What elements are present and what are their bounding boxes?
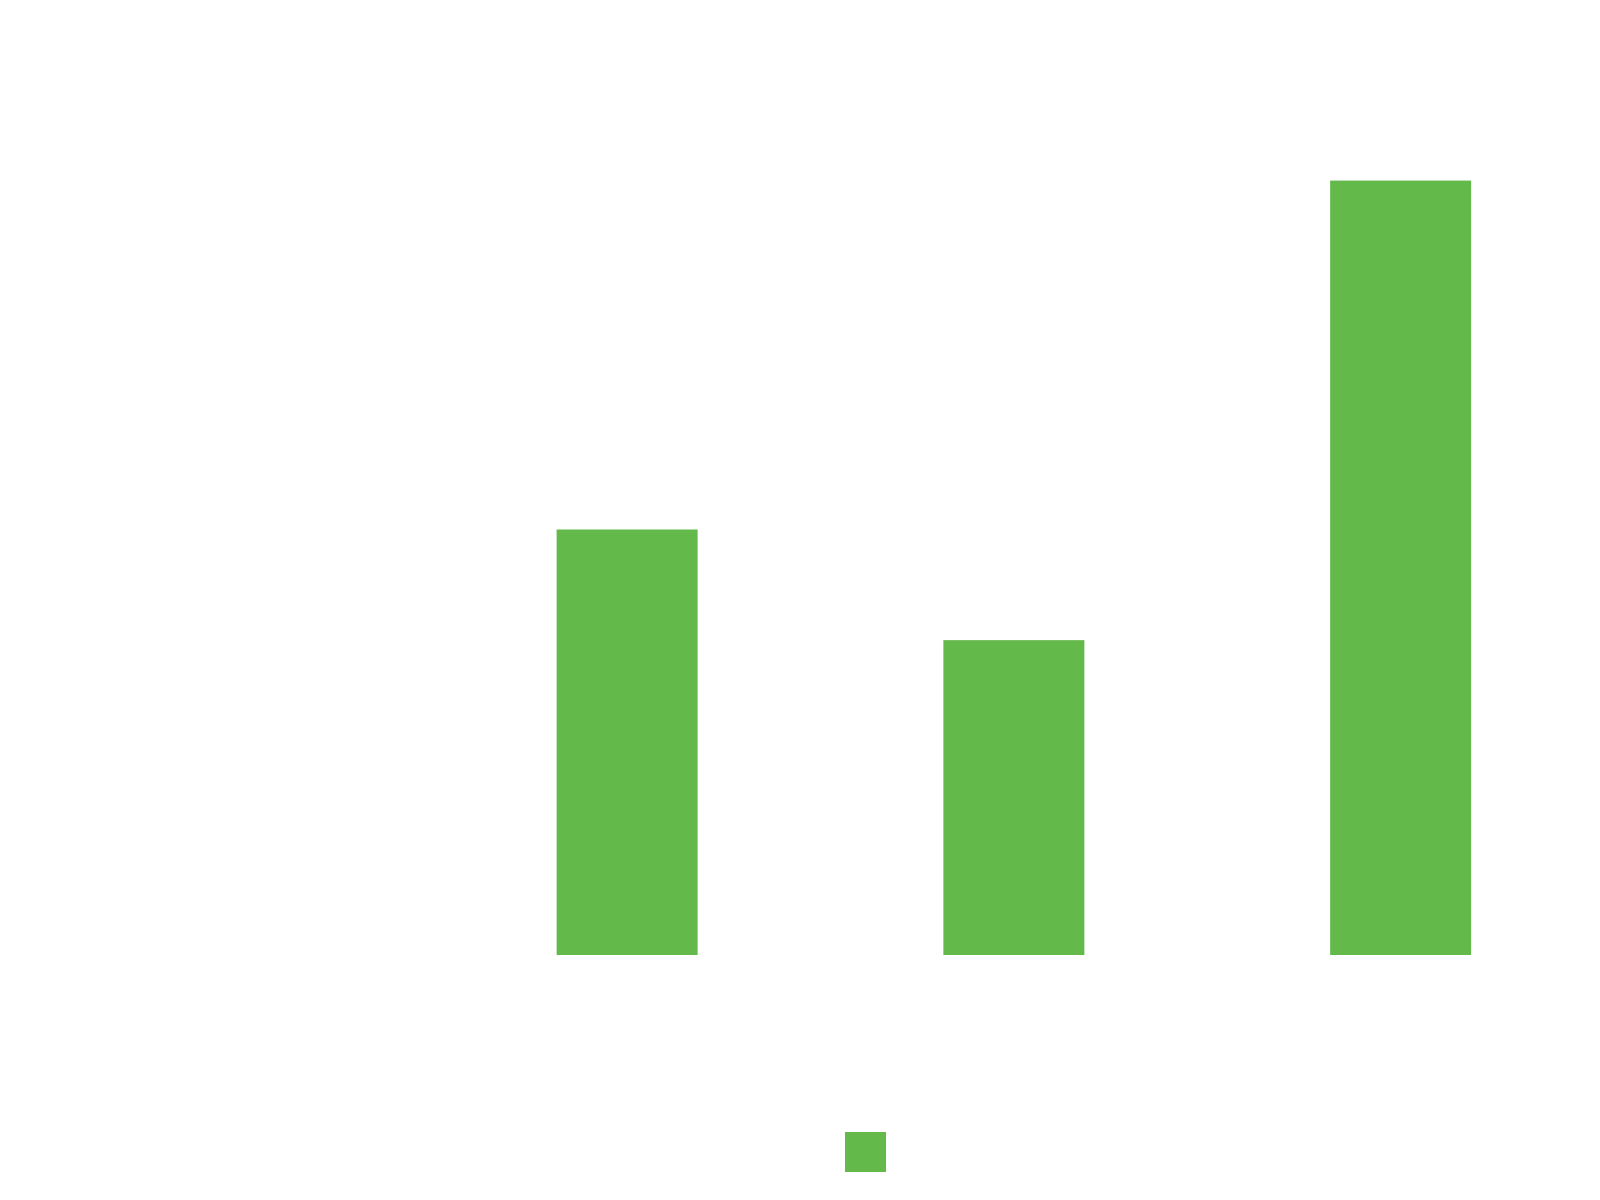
bar — [943, 640, 1085, 955]
legend-swatch — [845, 1132, 886, 1172]
bar — [1330, 180, 1472, 956]
bar — [556, 529, 698, 955]
